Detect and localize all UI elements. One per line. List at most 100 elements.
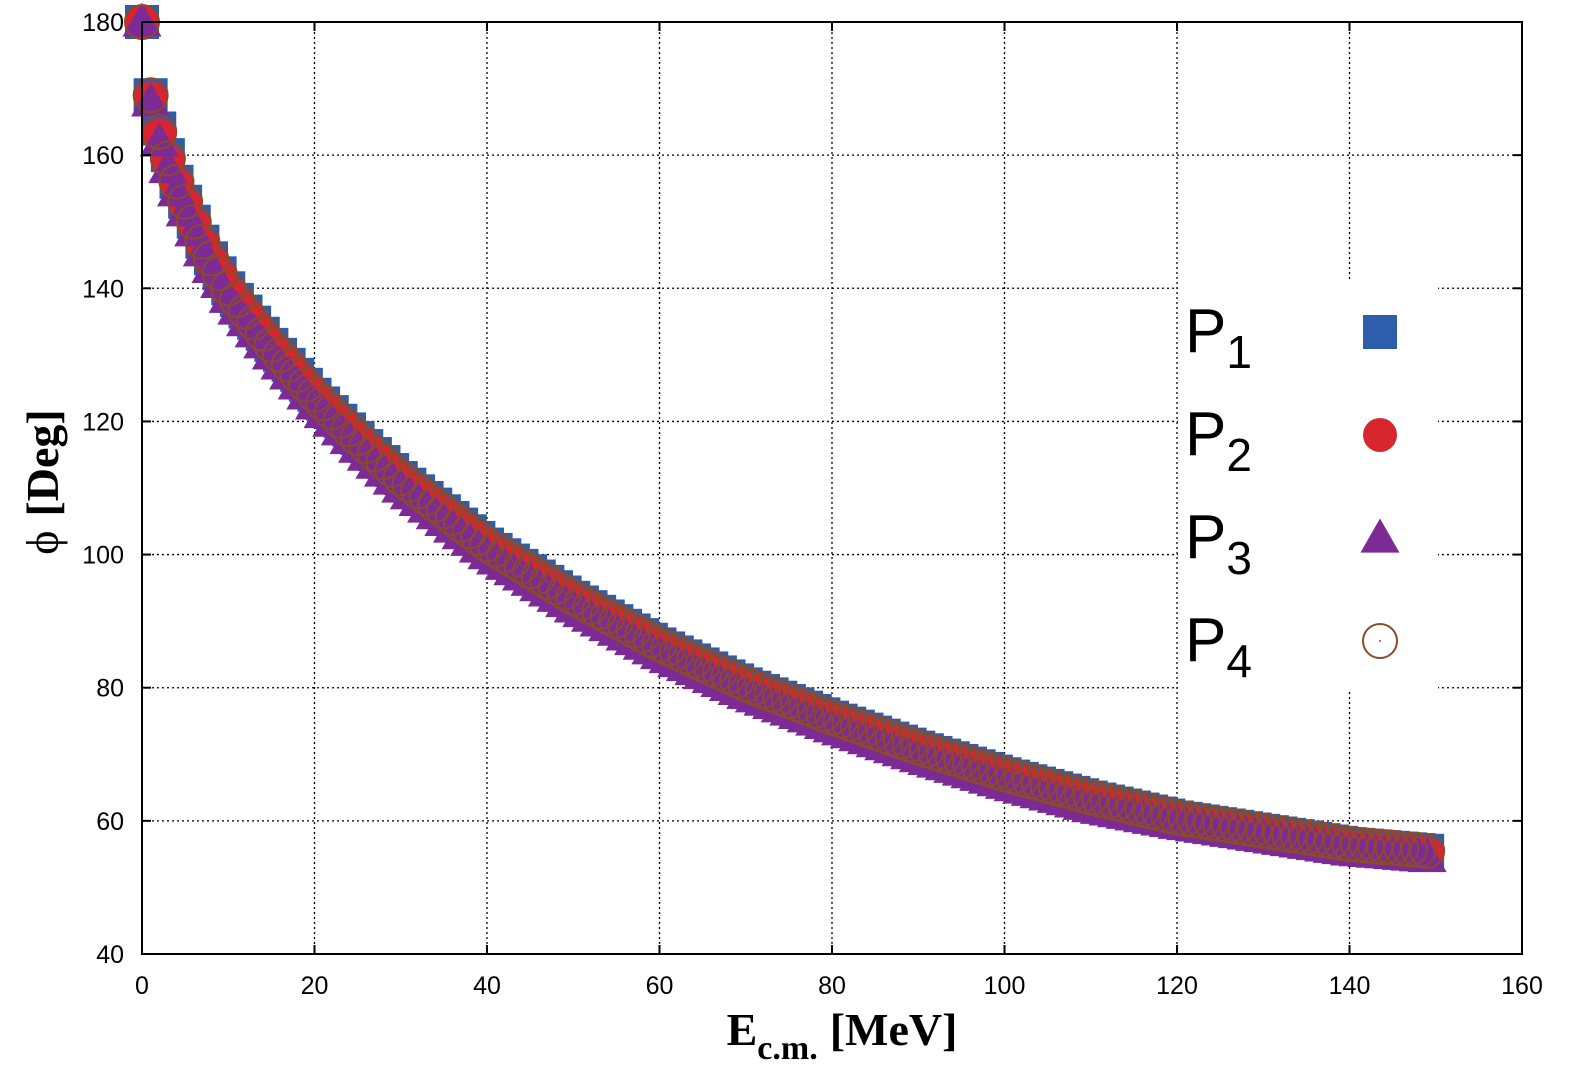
legend-marker-p3 [1360,518,1400,553]
legend-marker-p1 [1363,315,1397,349]
data-point-p4 [236,304,273,341]
data-point-p4-ring [658,634,695,671]
data-point-p4-dot [598,610,601,613]
legend-label-main: P [1185,606,1226,675]
data-point-p4 [684,646,721,683]
data-point-p4-dot [468,530,471,533]
data-point-p4-ring [641,626,678,663]
legend-label-main: P [1185,297,1226,366]
data-point-p4-dot [555,586,557,589]
y-tick-label: 40 [96,941,124,969]
data-point-p4-dot [710,667,713,670]
data-point-p4-dot [166,157,169,160]
data-point-p4-dot [546,580,549,583]
data-point-p4-ring [512,553,549,590]
data-point-p4-dot [175,180,178,183]
data-point-p4-dot [382,461,385,464]
data-point-p4-ring [529,563,566,600]
data-point-p4-dot [701,663,704,666]
data-point-p4-dot [339,419,342,422]
legend-label-sub: 1 [1226,326,1252,378]
x-axis-title-unit: [MeV] [830,1004,958,1055]
data-point-p4-dot [529,570,532,573]
data-point-p4 [658,634,695,671]
data-point-p3 [122,2,162,37]
data-point-p4-dot [563,591,566,594]
data-point-p4-dot [261,332,264,335]
data-point-p4-dot [442,510,445,513]
data-point-p4 [520,558,557,595]
data-point-p4-dot [279,353,281,356]
legend-label-p1: P1 [1185,297,1252,378]
data-point-p4-dot [356,437,359,440]
x-tick-label: 40 [473,972,501,1000]
data-point-p4-dot [658,643,661,646]
data-point-p4-ring [218,281,255,318]
data-point-p4-dot [322,402,325,405]
data-point-p4-dot [158,130,161,133]
axis-ticks: 0 20 40 60 80 100 120 140 160 40 60 80 100 120 140 160 1… [82,9,1543,1000]
data-point-p4-ring [469,526,505,563]
series-p4 [124,4,1446,869]
data-point-p4-dot [451,516,454,519]
data-point-p4-dot [313,393,316,396]
x-tick-label: 160 [1501,972,1543,1000]
data-point-p4-ring [1383,830,1420,867]
x-tick-label: 80 [818,972,846,1000]
x-axis-title-sub: c.m. [757,1030,817,1067]
data-point-p4-ring [175,203,212,240]
data-point-p4-dot [511,559,514,562]
data-point-p4-dot [348,428,350,431]
y-tick-label: 80 [96,675,124,703]
data-point-p4-dot [641,634,644,637]
data-point-p4 [184,223,221,260]
y-tick-label: 120 [82,408,124,436]
data-point-p4-ring [227,293,264,330]
data-point-p4-dot [425,496,428,499]
x-tick-label: 0 [135,972,149,1000]
x-tick-label: 140 [1329,972,1371,1000]
legend-label-main: P [1185,503,1226,572]
data-point-p4-ring [650,630,687,667]
data-point-p4-dot [589,606,592,609]
data-point-p4-dot [477,536,480,539]
data-point-p4 [469,526,505,563]
x-tick-label: 60 [646,972,674,1000]
legend-label-p4: P4 [1185,606,1252,687]
data-point-p4-dot [408,483,411,486]
y-tick-label: 140 [82,275,124,303]
data-point-p4-ring [1409,832,1446,869]
data-point-p4 [175,203,212,240]
data-point-p4-dot [667,647,670,650]
data-point-p4-ring [693,650,730,687]
data-point-p4-ring [624,617,661,654]
data-point-p4-ring [719,662,756,699]
legend-label-main: P [1185,400,1226,469]
x-axis-title: Ec.m. [MeV] [727,1004,958,1067]
legend-label-sub: 2 [1226,429,1252,481]
legend-marker-p4 [1362,623,1398,659]
data-point-p4 [486,537,523,574]
data-point-p4 [477,531,514,568]
data-point-p4-dot [391,469,394,472]
data-point-p4-ring [167,183,204,220]
data-point-p4-dot [373,453,376,456]
data-point-p4-dot [417,490,419,493]
data-point-p4 [676,642,712,679]
data-point-p4-ring [494,542,531,579]
data-marks [122,2,1447,873]
data-point-p4-dot [675,651,678,654]
legend-background [1178,282,1438,692]
data-point-p4 [494,542,531,579]
data-point-p4-ring [477,531,514,568]
data-point-p4-dot [624,624,626,627]
legend-marker-p4-dot [1379,640,1381,642]
data-point-p4 [632,621,669,658]
data-point-p4 [218,281,255,318]
data-point-p4-dot [503,554,506,557]
data-point-p4 [650,630,687,667]
data-point-p4 [529,563,566,600]
data-point-p4 [641,626,678,663]
